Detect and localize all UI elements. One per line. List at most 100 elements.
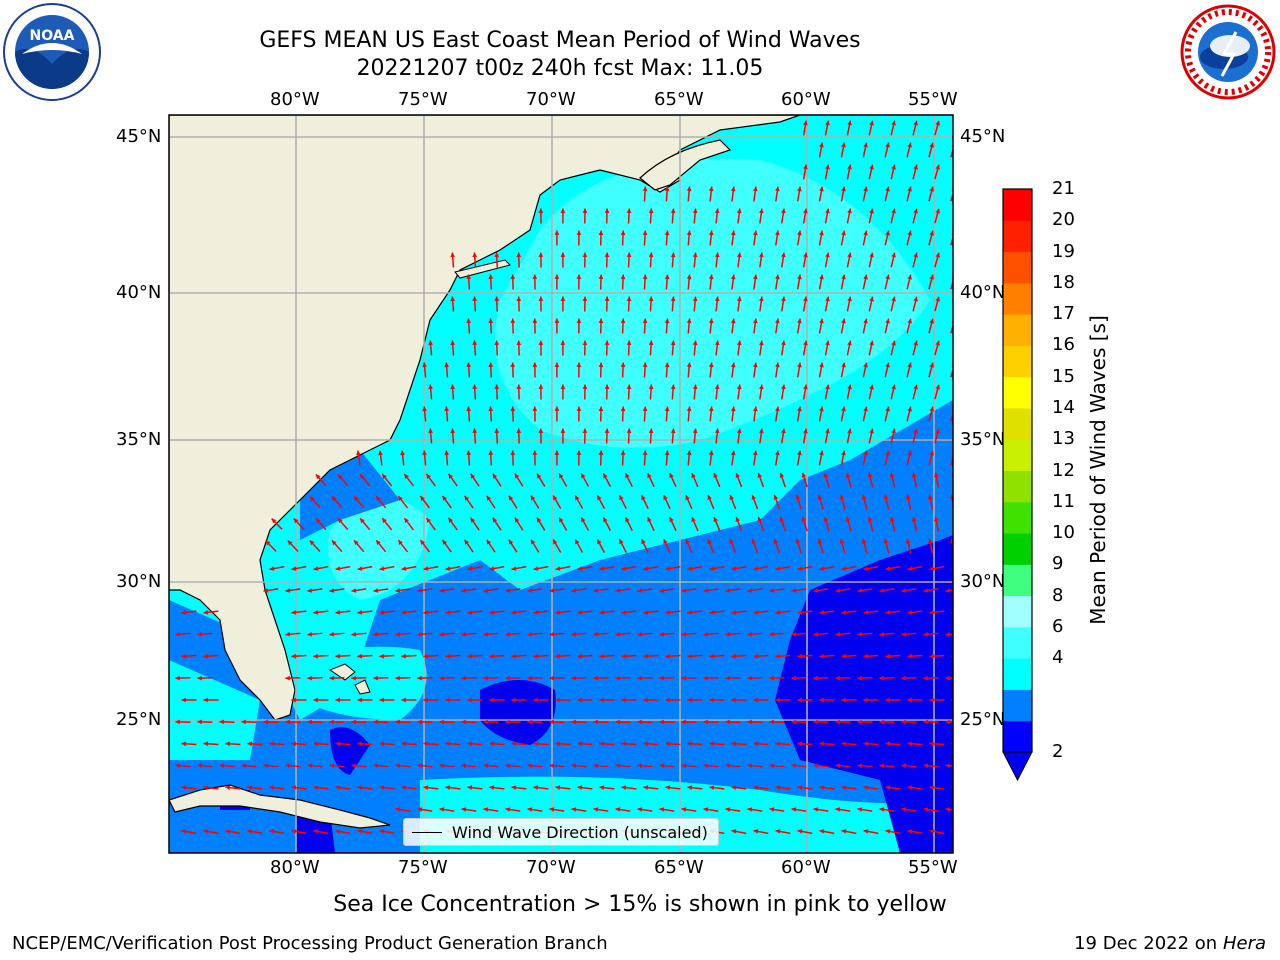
- wind-wave-arrowhead: [670, 340, 676, 346]
- wind-wave-arrowhead: [708, 274, 714, 280]
- wind-wave-arrowhead: [879, 807, 885, 812]
- wind-wave-arrowhead: [681, 631, 687, 637]
- wind-wave-arrowhead: [686, 274, 692, 280]
- wind-wave-arrowhead: [175, 631, 181, 637]
- wind-wave-arrowhead: [841, 274, 846, 280]
- wind-wave-arrowhead: [291, 829, 297, 834]
- wind-wave-arrowhead: [621, 741, 626, 747]
- wind-wave-arrowhead: [313, 785, 319, 790]
- wind-wave-arrowhead: [797, 230, 802, 236]
- wind-wave-arrowhead: [461, 763, 467, 769]
- wind-wave-arrowhead: [621, 697, 626, 703]
- wind-wave-arrowhead: [747, 763, 753, 769]
- wind-wave-arrowhead: [913, 340, 918, 346]
- wind-wave-arrowhead: [907, 406, 912, 412]
- wind-wave-arrowhead: [643, 785, 649, 790]
- wind-wave-arrowhead: [751, 494, 757, 500]
- wind-wave-arrowhead: [935, 208, 941, 214]
- wind-wave-arrowhead: [417, 807, 423, 812]
- wind-wave-arrow: [957, 253, 961, 267]
- wind-wave-arrowhead: [775, 274, 780, 280]
- wind-wave-arrowhead: [825, 340, 830, 346]
- wind-wave-arrowhead: [197, 719, 202, 725]
- wind-wave-arrowhead: [857, 719, 862, 725]
- wind-wave-arrowhead: [197, 675, 202, 681]
- wind-wave-arrowhead: [863, 406, 868, 412]
- wind-wave-arrowhead: [659, 631, 665, 637]
- wind-wave-arrowhead: [927, 538, 933, 544]
- wind-wave-arrowhead: [747, 807, 753, 812]
- wind-wave-arrowhead: [692, 428, 698, 434]
- wind-wave-arrowhead: [714, 428, 720, 434]
- wind-wave-arrowhead: [714, 296, 720, 302]
- wind-wave-arrowhead: [687, 610, 693, 615]
- wind-wave-arrowhead: [335, 785, 341, 790]
- wind-wave-arrowhead: [863, 318, 868, 324]
- wind-wave-arrowhead: [803, 208, 808, 214]
- wind-wave-arrowhead: [752, 450, 758, 456]
- wind-wave-arrowhead: [891, 428, 896, 434]
- wind-wave-arrowhead: [923, 631, 929, 637]
- wind-wave-arrowhead: [549, 675, 554, 681]
- wind-wave-arrowhead: [576, 230, 582, 235]
- wind-wave-arrowhead: [665, 785, 671, 790]
- wind-wave-arrowhead: [714, 340, 720, 346]
- wind-wave-arrowhead: [219, 719, 224, 725]
- wind-wave-arrowhead: [488, 406, 494, 412]
- wind-wave-arrowhead: [648, 296, 654, 302]
- colorbar-label: Mean Period of Wind Waves [s]: [1086, 315, 1110, 625]
- wind-wave-arrowhead: [510, 318, 516, 323]
- wind-wave-arrowhead: [533, 741, 538, 747]
- lon-tick-top-3: 70°W: [526, 89, 576, 110]
- wind-wave-arrowhead: [801, 516, 807, 522]
- wind-wave-arrowhead: [665, 653, 670, 659]
- wind-wave-arrowhead: [532, 318, 538, 323]
- colorbar-tick-label: 12: [1052, 459, 1075, 481]
- wind-wave-arrowhead: [291, 785, 297, 790]
- wind-wave-arrowhead: [703, 719, 708, 725]
- wind-wave-arrowhead: [949, 494, 953, 500]
- wind-wave-arrowhead: [885, 230, 890, 236]
- wind-wave-arrowhead: [426, 517, 431, 523]
- wind-wave-arrowhead: [847, 428, 852, 434]
- colorbar-tick-label: 4: [1052, 647, 1064, 669]
- wind-wave-arrowhead: [620, 450, 626, 455]
- wind-wave-arrowhead: [577, 566, 583, 571]
- wind-wave-arrowhead: [461, 719, 466, 725]
- colorbar-tick-label: 21: [1052, 178, 1075, 199]
- wind-wave-arrowhead: [773, 538, 779, 544]
- wind-wave-arrowhead: [450, 384, 456, 390]
- wind-wave-arrowhead: [867, 472, 873, 478]
- wind-wave-arrowhead: [929, 142, 935, 148]
- wind-wave-arrowhead: [923, 588, 929, 593]
- wind-wave-arrowhead: [819, 406, 824, 412]
- wind-wave-arrowhead: [642, 230, 648, 236]
- wind-wave-arrow: [957, 209, 961, 223]
- wind-wave-arrowhead: [559, 517, 564, 523]
- wind-wave-arrowhead: [439, 631, 445, 637]
- wind-wave-arrowhead: [781, 296, 786, 302]
- wind-wave-arrowhead: [293, 518, 299, 524]
- wind-wave-arrowhead: [494, 252, 500, 257]
- wind-wave-arrowhead: [885, 741, 890, 747]
- wind-wave-arrowhead: [692, 208, 698, 214]
- wind-wave-arrowhead: [752, 406, 758, 412]
- wind-wave-arrowhead: [648, 428, 654, 434]
- wind-wave-arrowhead: [335, 566, 341, 571]
- wind-wave-arrowhead: [378, 450, 383, 456]
- wind-wave-arrowhead: [560, 296, 566, 301]
- wind-wave-arrowhead: [373, 675, 378, 681]
- wind-wave-arrowhead: [398, 540, 403, 546]
- wind-wave-arrowhead: [923, 675, 928, 681]
- wind-wave-arrowhead: [554, 274, 560, 279]
- wind-wave-arrowhead: [845, 516, 851, 522]
- lon-tick-bottom-1: 80°W: [270, 857, 320, 878]
- colorbar-segment: [1003, 220, 1032, 253]
- wind-wave-arrowhead: [307, 719, 312, 725]
- wind-wave-arrowhead: [731, 610, 737, 615]
- wind-wave-arrowhead: [935, 384, 941, 390]
- wind-wave-arrowhead: [901, 588, 907, 593]
- wind-wave-arrowhead: [643, 741, 648, 747]
- wind-wave-arrowhead: [708, 406, 714, 412]
- colorbar-segment: [1003, 595, 1032, 628]
